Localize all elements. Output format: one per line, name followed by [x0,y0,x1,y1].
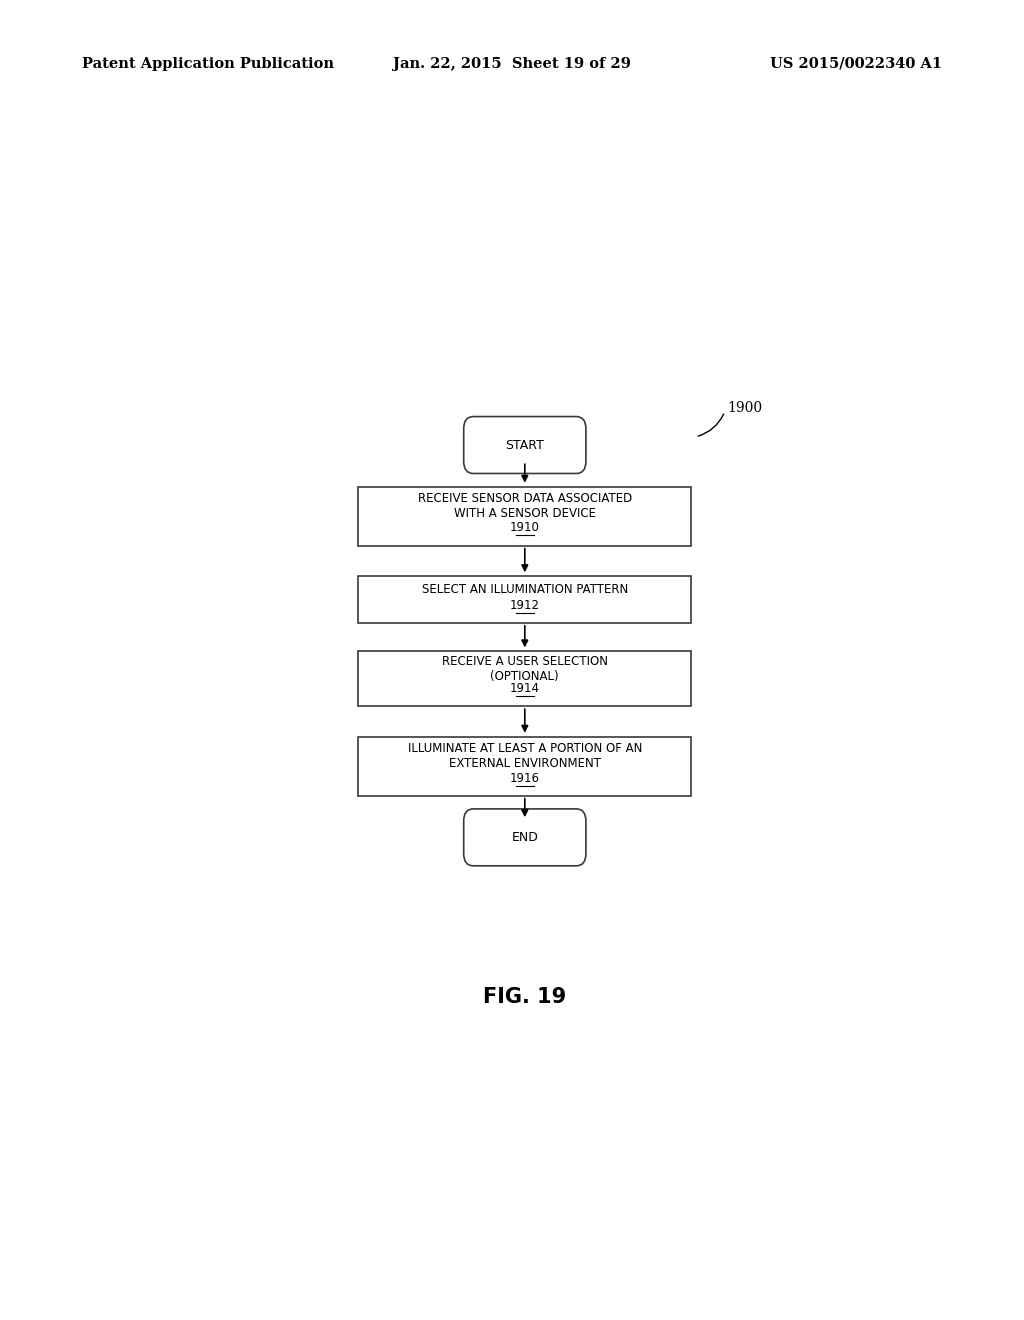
Text: 1916: 1916 [510,771,540,784]
Text: FIG. 19: FIG. 19 [483,987,566,1007]
Text: RECEIVE SENSOR DATA ASSOCIATED
WITH A SENSOR DEVICE: RECEIVE SENSOR DATA ASSOCIATED WITH A SE… [418,492,632,520]
FancyBboxPatch shape [358,576,691,623]
Text: Patent Application Publication: Patent Application Publication [82,57,334,71]
Text: START: START [506,438,544,451]
Text: 1912: 1912 [510,599,540,611]
Text: SELECT AN ILLUMINATION PATTERN: SELECT AN ILLUMINATION PATTERN [422,583,628,595]
FancyArrowPatch shape [698,414,724,436]
FancyBboxPatch shape [358,487,691,545]
FancyBboxPatch shape [358,651,691,706]
Text: 1910: 1910 [510,521,540,535]
Text: 1914: 1914 [510,682,540,696]
Text: END: END [511,830,539,843]
Text: 1900: 1900 [727,401,762,416]
Text: US 2015/0022340 A1: US 2015/0022340 A1 [770,57,942,71]
FancyBboxPatch shape [464,417,586,474]
Text: ILLUMINATE AT LEAST A PORTION OF AN
EXTERNAL ENVIRONMENT: ILLUMINATE AT LEAST A PORTION OF AN EXTE… [408,742,642,770]
FancyBboxPatch shape [358,737,691,796]
Text: RECEIVE A USER SELECTION
(OPTIONAL): RECEIVE A USER SELECTION (OPTIONAL) [441,655,608,682]
Text: Jan. 22, 2015  Sheet 19 of 29: Jan. 22, 2015 Sheet 19 of 29 [393,57,631,71]
FancyBboxPatch shape [464,809,586,866]
